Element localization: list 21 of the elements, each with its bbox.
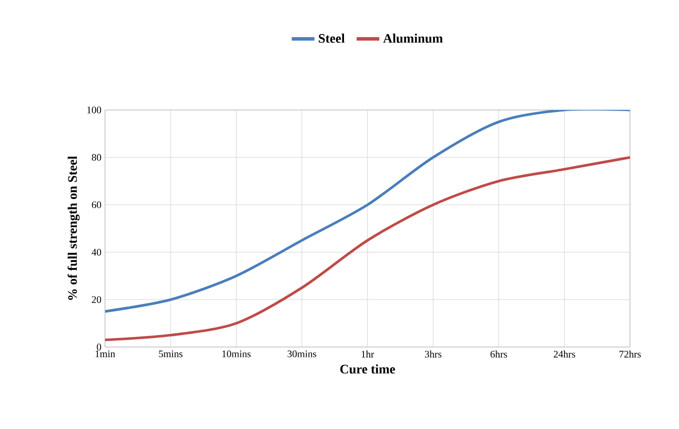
x-axis-title: Cure time	[340, 364, 396, 374]
y-tick-label: 100	[87, 106, 102, 114]
x-tick-label: 72hrs	[620, 350, 641, 358]
line-series	[105, 156, 630, 342]
x-tick-label: 30mins	[288, 350, 316, 358]
x-tick-label: 5mins	[158, 350, 182, 358]
x-tick-label: 6hrs	[490, 350, 508, 358]
legend-label: Steel	[318, 34, 345, 43]
x-tick-label: 1hr	[362, 350, 374, 358]
y-tick-label: 20	[92, 296, 102, 303]
y-tick-label: 0	[96, 344, 102, 350]
y-tick-label: 80	[92, 154, 102, 161]
x-tick-label: 1min	[96, 350, 116, 358]
line-series	[105, 110, 630, 313]
y-tick-label: 60	[92, 201, 102, 208]
y-axis-title: % of full strength on Steel	[68, 156, 80, 300]
x-tick-label: 10mins	[222, 350, 251, 358]
legend-label: Aluminum	[383, 34, 443, 43]
y-tick-label: 40	[92, 248, 102, 256]
x-tick-label: 3hrs	[425, 350, 442, 358]
x-tick-label: 24hrs	[554, 350, 576, 358]
